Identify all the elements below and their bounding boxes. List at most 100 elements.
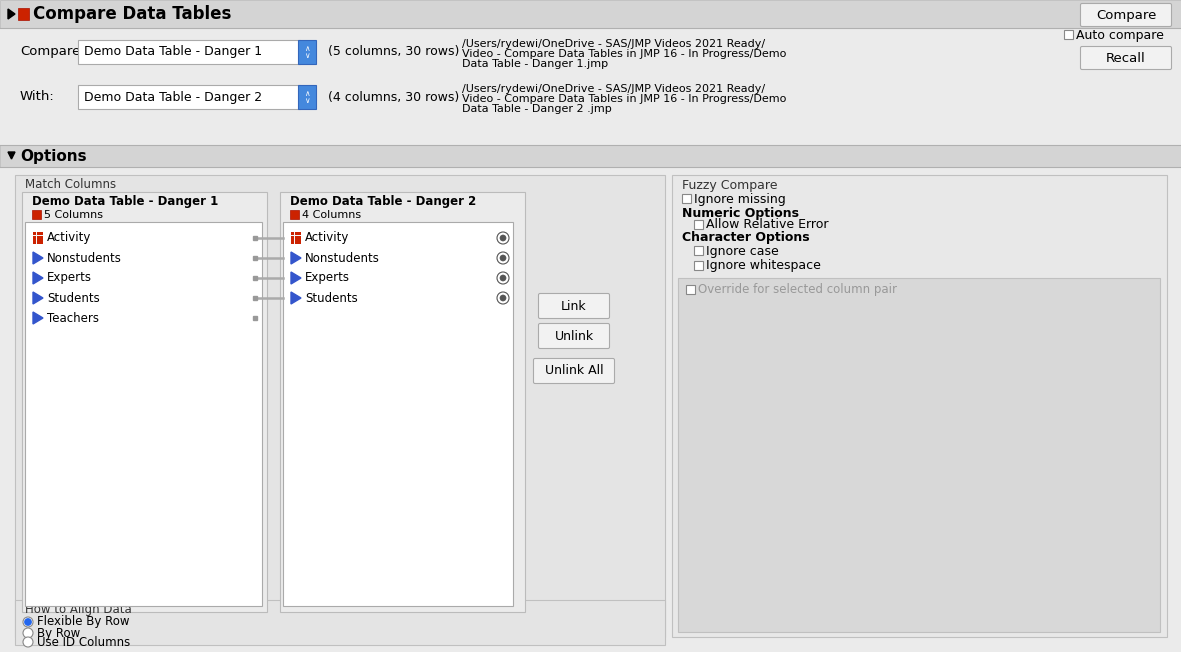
Bar: [694, 246, 703, 255]
FancyBboxPatch shape: [539, 293, 609, 318]
Text: Ignore case: Ignore case: [706, 244, 778, 258]
Circle shape: [497, 252, 509, 264]
Bar: [33, 235, 43, 236]
Text: Ignore whitespace: Ignore whitespace: [706, 259, 821, 273]
Bar: [280, 192, 526, 612]
Bar: [15, 600, 665, 645]
Text: Demo Data Table - Danger 1: Demo Data Table - Danger 1: [84, 46, 262, 59]
Circle shape: [25, 619, 32, 625]
Circle shape: [22, 628, 33, 638]
Bar: [686, 285, 694, 294]
Text: (5 columns, 30 rows): (5 columns, 30 rows): [328, 46, 459, 59]
Text: Nonstudents: Nonstudents: [47, 252, 122, 265]
Text: Numeric Options: Numeric Options: [681, 207, 800, 220]
Bar: [291, 232, 301, 244]
Text: Demo Data Table - Danger 2: Demo Data Table - Danger 2: [291, 196, 476, 209]
Text: ∧
∨: ∧ ∨: [305, 44, 309, 60]
Bar: [33, 232, 43, 244]
Text: (4 columns, 30 rows): (4 columns, 30 rows): [328, 91, 459, 104]
FancyBboxPatch shape: [1081, 3, 1172, 27]
Text: Override for selected column pair: Override for selected column pair: [698, 284, 898, 297]
Text: How to Align Data: How to Align Data: [25, 604, 132, 617]
Text: Data Table - Danger 1.jmp: Data Table - Danger 1.jmp: [462, 59, 608, 69]
Text: Recall: Recall: [1107, 52, 1146, 65]
Polygon shape: [291, 272, 301, 284]
Bar: [25, 222, 262, 606]
Circle shape: [22, 617, 33, 627]
Bar: [15, 175, 665, 637]
Bar: [694, 220, 703, 229]
Bar: [298, 85, 317, 109]
Bar: [694, 261, 703, 270]
Circle shape: [500, 275, 505, 281]
Text: Ignore missing: Ignore missing: [694, 192, 785, 205]
Text: Link: Link: [561, 299, 587, 312]
Text: Teachers: Teachers: [47, 312, 99, 325]
Text: Match Columns: Match Columns: [25, 179, 116, 192]
Bar: [672, 175, 1167, 637]
Text: Nonstudents: Nonstudents: [305, 252, 380, 265]
FancyBboxPatch shape: [539, 323, 609, 349]
Bar: [291, 210, 299, 219]
Text: ∧
∨: ∧ ∨: [305, 89, 309, 106]
Text: 4 Columns: 4 Columns: [302, 210, 361, 220]
Text: Video - Compare Data Tables in JMP 16 - In Progress/Demo: Video - Compare Data Tables in JMP 16 - …: [462, 49, 787, 59]
Polygon shape: [33, 312, 43, 324]
Polygon shape: [33, 272, 43, 284]
Bar: [291, 235, 301, 236]
Text: Activity: Activity: [47, 231, 91, 244]
Text: Activity: Activity: [305, 231, 350, 244]
Text: Compare:: Compare:: [20, 46, 85, 59]
Text: Fuzzy Compare: Fuzzy Compare: [681, 179, 777, 192]
Text: Auto compare: Auto compare: [1076, 29, 1163, 42]
Text: Flexible By Row: Flexible By Row: [37, 615, 130, 629]
Circle shape: [497, 232, 509, 244]
Text: Unlink: Unlink: [554, 329, 594, 342]
Text: With:: With:: [20, 91, 54, 104]
Polygon shape: [33, 292, 43, 304]
Bar: [681, 194, 691, 203]
Text: Students: Students: [305, 291, 358, 304]
Circle shape: [22, 637, 33, 647]
Bar: [78, 85, 300, 109]
Circle shape: [500, 295, 505, 301]
Polygon shape: [33, 252, 43, 264]
Polygon shape: [291, 292, 301, 304]
Bar: [78, 40, 300, 64]
Text: Students: Students: [47, 291, 99, 304]
Text: Experts: Experts: [305, 271, 350, 284]
Bar: [22, 192, 267, 612]
Text: 5 Columns: 5 Columns: [44, 210, 103, 220]
Text: /Users/rydewi/OneDrive - SAS/JMP Videos 2021 Ready/: /Users/rydewi/OneDrive - SAS/JMP Videos …: [462, 84, 765, 94]
Text: By Row: By Row: [37, 627, 80, 640]
Polygon shape: [8, 9, 15, 19]
Bar: [0, 0, 1181, 28]
Text: Demo Data Table - Danger 2: Demo Data Table - Danger 2: [84, 91, 262, 104]
Text: Allow Relative Error: Allow Relative Error: [706, 218, 829, 231]
Bar: [0, 28, 1181, 145]
Bar: [1064, 30, 1074, 39]
Circle shape: [497, 272, 509, 284]
Circle shape: [500, 235, 505, 241]
Text: Unlink All: Unlink All: [544, 364, 603, 378]
Bar: [298, 40, 317, 64]
FancyBboxPatch shape: [534, 359, 614, 383]
Text: Experts: Experts: [47, 271, 92, 284]
Bar: [18, 8, 30, 20]
Bar: [0, 145, 1181, 167]
Text: Demo Data Table - Danger 1: Demo Data Table - Danger 1: [32, 196, 218, 209]
Text: /Users/rydewi/OneDrive - SAS/JMP Videos 2021 Ready/: /Users/rydewi/OneDrive - SAS/JMP Videos …: [462, 39, 765, 49]
Circle shape: [500, 255, 505, 261]
Text: Options: Options: [20, 149, 86, 164]
Text: Compare: Compare: [1096, 8, 1156, 22]
Text: Character Options: Character Options: [681, 231, 810, 244]
Text: Video - Compare Data Tables in JMP 16 - In Progress/Demo: Video - Compare Data Tables in JMP 16 - …: [462, 94, 787, 104]
Bar: [283, 222, 513, 606]
Text: Use ID Columns: Use ID Columns: [37, 636, 130, 649]
Bar: [32, 210, 41, 219]
Text: Compare Data Tables: Compare Data Tables: [33, 5, 231, 23]
FancyBboxPatch shape: [1081, 46, 1172, 70]
Bar: [0, 167, 1181, 652]
Bar: [678, 278, 1160, 632]
Circle shape: [497, 292, 509, 304]
